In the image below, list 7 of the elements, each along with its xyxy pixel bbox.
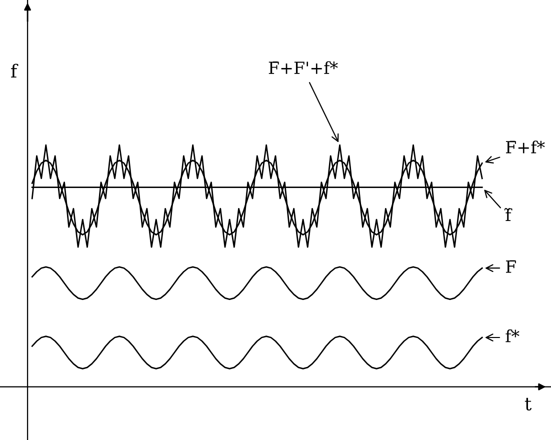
legend-label: F̄ [506,260,516,273]
series-label: F̄+f* [506,140,545,154]
text: F̄+F'+f* [268,61,338,74]
y-axis-title: f [11,64,18,78]
legend-label: f* [506,329,520,342]
x-axis-title: t [524,398,532,410]
series-label: f̃ [504,208,512,221]
